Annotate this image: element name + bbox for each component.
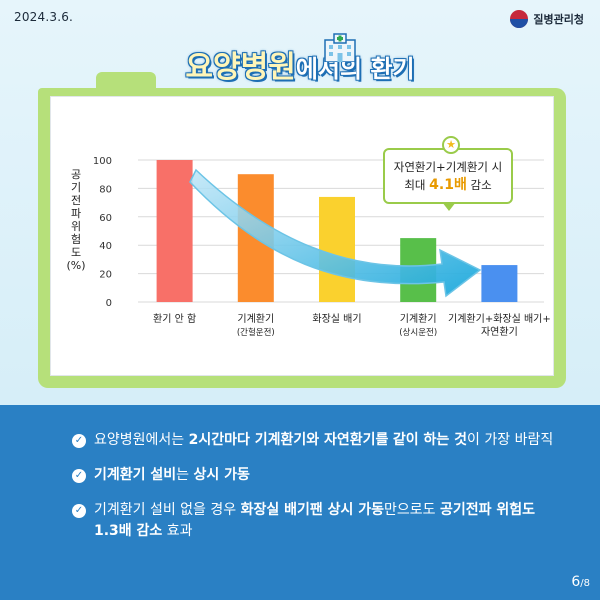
- y-tick-label: 80: [99, 184, 112, 195]
- bullet-segment: 요양병원에서는: [94, 432, 189, 448]
- hospital-icon: [324, 33, 356, 62]
- x-tick-sublabel: (상시운전): [399, 327, 437, 338]
- page-current: 6: [571, 574, 581, 590]
- bullet-segment: 효과: [162, 523, 193, 539]
- x-tick-label: 기계환기+화장실 배기+: [448, 313, 551, 325]
- y-tick-label: 0: [106, 298, 112, 309]
- bar-1: [156, 160, 193, 302]
- page-total: /8: [580, 578, 590, 589]
- bullet-emphasis: 2시간마다 기계환기와 자연환기를: [188, 432, 389, 448]
- date-label: 2024.3.6.: [14, 10, 74, 24]
- bullet-segment: 는: [176, 467, 194, 483]
- bullet-text: 요양병원에서는 2시간마다 기계환기와 자연환기를 같이 하는 것이 가장 바람…: [94, 430, 553, 451]
- x-tick-sublabel: (간헐운전): [237, 327, 275, 338]
- bullet-text: 기계환기 설비는 상시 가동: [94, 465, 250, 486]
- bullet-emphasis: 기계환기 설비: [94, 467, 177, 483]
- page-title: 요양병원에서의 환기: [0, 32, 600, 86]
- org-logo-icon: [510, 10, 529, 28]
- check-icon: ✓: [72, 469, 86, 483]
- bullet-item: ✓ 기계환기 설비는 상시 가동: [72, 465, 562, 486]
- annotation-tail: [442, 202, 456, 211]
- y-axis-label: 공기전파 위험도(%): [66, 168, 86, 272]
- bullet-item: ✓ 요양병원에서는 2시간마다 기계환기와 자연환기를 같이 하는 것이 가장 바…: [72, 430, 562, 451]
- x-tick-label: 기계환기: [237, 313, 274, 325]
- page-indicator: 6/8: [571, 574, 590, 590]
- chart-x-labels: 환기 안 함 기계환기 (간헐운전) 화장실 배기 기계환기 (상시운전) 기계환기+화장실…: [153, 313, 551, 338]
- bullet-segment: 이 가장 바람직: [467, 432, 554, 448]
- check-icon: ✓: [72, 434, 86, 448]
- bullet-emphasis: 공기전파 위험도 1.3배 감소: [94, 502, 536, 539]
- x-tick-label: 화장실 배기: [312, 313, 361, 325]
- y-tick-label: 60: [99, 213, 112, 224]
- bottom-panel: [0, 405, 600, 600]
- annotation-prefix: 최대: [404, 178, 430, 192]
- bar-5: [481, 265, 518, 302]
- trend-arrow-icon: [189, 168, 482, 298]
- folder-tab: [96, 72, 156, 92]
- org-name: 질병관리청: [533, 13, 584, 26]
- bullet-emphasis: 상시 가동: [193, 467, 250, 483]
- y-tick-label: 100: [93, 156, 112, 167]
- annotation-line-2: 최대 4.1배 감소: [385, 176, 511, 194]
- bullet-item: ✓ 기계환기 설비 없을 경우 화장실 배기팬 상시 가동만으로도 공기전파 위험…: [72, 500, 562, 542]
- chart-y-ticks: 0 20 40 60 80 100: [93, 156, 112, 309]
- chart-annotation: 자연환기+기계환기 시 최대 4.1배 감소: [383, 148, 513, 204]
- bullet-segment: 기계환기 설비 없을 경우: [94, 502, 241, 518]
- chart-bars: [156, 160, 518, 302]
- y-tick-label: 20: [99, 270, 112, 281]
- bullet-list: ✓ 요양병원에서는 2시간마다 기계환기와 자연환기를 같이 하는 것이 가장 바…: [72, 430, 562, 556]
- bullet-emphasis: 화장실 배기팬 상시 가동: [240, 502, 385, 518]
- star-icon: ★: [442, 136, 460, 154]
- check-icon: ✓: [72, 504, 86, 518]
- annotation-value: 4.1배: [429, 177, 467, 193]
- annotation-suffix: 감소: [466, 178, 492, 192]
- bullet-segment: 만으로도: [384, 502, 441, 518]
- chart-paper: [50, 96, 554, 376]
- y-tick-label: 40: [99, 241, 112, 252]
- bullet-text: 기계환기 설비 없을 경우 화장실 배기팬 상시 가동만으로도 공기전파 위험도…: [94, 500, 562, 542]
- x-tick-sublabel: 자연환기: [481, 326, 518, 338]
- x-tick-label: 환기 안 함: [153, 313, 196, 325]
- bullet-emphasis: 같이 하는 것: [392, 432, 468, 448]
- title-emphasis: 요양병원: [185, 50, 296, 85]
- x-tick-label: 기계환기: [400, 313, 437, 325]
- org-brand: 질병관리청: [510, 10, 584, 28]
- title-text: 요양병원에서의 환기: [185, 42, 414, 86]
- bar-3: [319, 196, 355, 302]
- annotation-line-1: 자연환기+기계환기 시: [393, 160, 503, 174]
